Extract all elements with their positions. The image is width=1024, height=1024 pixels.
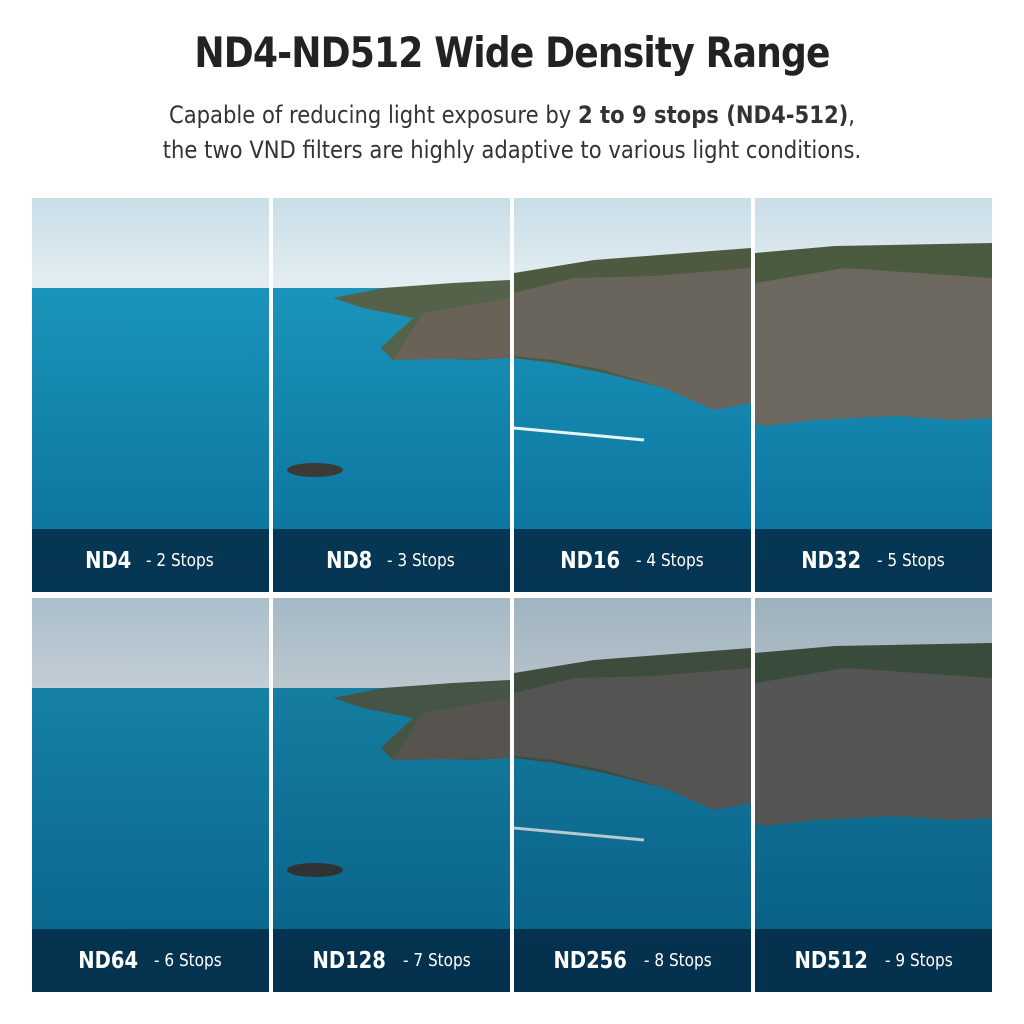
stops-value: - 5 Stops <box>876 550 945 571</box>
nd-value: ND4 <box>85 547 132 574</box>
nd-value: ND8 <box>326 547 373 574</box>
subtitle-line-1: Capable of reducing light exposure by 2 … <box>61 101 962 129</box>
filter-panel-nd8: ND8 - 3 Stops <box>273 198 510 592</box>
filter-panel-nd256: ND256 - 8 Stops <box>514 598 751 992</box>
page-title: ND4-ND512 Wide Density Range <box>194 28 830 77</box>
nd-value: ND128 <box>312 947 387 974</box>
filter-label: ND8 - 3 Stops <box>273 529 510 592</box>
nd-value: ND512 <box>794 947 869 974</box>
landscape-photo <box>514 198 751 592</box>
subtitle-punct: , <box>848 101 856 129</box>
subtitle-highlight: 2 to 9 stops (ND4-512) <box>577 101 849 129</box>
filter-panel-nd32: ND32 - 5 Stops <box>755 198 992 592</box>
filter-panel-nd128: ND128 - 7 Stops <box>273 598 510 992</box>
filter-label: ND128 - 7 Stops <box>273 929 510 992</box>
landscape-photo <box>514 598 751 992</box>
filter-panel-nd512: ND512 - 9 Stops <box>755 598 992 992</box>
filter-label: ND256 - 8 Stops <box>514 929 751 992</box>
nd-value: ND16 <box>560 547 621 574</box>
landscape-photo <box>32 198 269 592</box>
subtitle-text: Capable of reducing light exposure by <box>168 101 578 129</box>
stops-value: - 8 Stops <box>643 950 712 971</box>
landscape-photo <box>273 198 510 592</box>
landscape-photo <box>755 198 992 592</box>
filter-label: ND32 - 5 Stops <box>755 529 992 592</box>
stops-value: - 9 Stops <box>884 950 953 971</box>
filter-label: ND64 - 6 Stops <box>32 929 269 992</box>
nd-value: ND256 <box>553 947 628 974</box>
stops-value: - 7 Stops <box>402 950 471 971</box>
filter-label: ND16 - 4 Stops <box>514 529 751 592</box>
filter-panel-nd64: ND64 - 6 Stops <box>32 598 269 992</box>
stops-value: - 2 Stops <box>145 550 214 571</box>
landscape-photo <box>755 598 992 992</box>
landscape-photo <box>32 598 269 992</box>
stops-value: - 3 Stops <box>386 550 455 571</box>
nd-value: ND32 <box>801 547 862 574</box>
stops-value: - 4 Stops <box>635 550 704 571</box>
landscape-photo <box>273 598 510 992</box>
filter-label: ND512 - 9 Stops <box>755 929 992 992</box>
stops-value: - 6 Stops <box>153 950 222 971</box>
filter-panel-nd4: ND4 - 2 Stops <box>32 198 269 592</box>
nd-value: ND64 <box>78 947 139 974</box>
filter-panel-nd16: ND16 - 4 Stops <box>514 198 751 592</box>
filter-label: ND4 - 2 Stops <box>32 529 269 592</box>
subtitle-line-2: the two VND filters are highly adaptive … <box>162 136 862 164</box>
